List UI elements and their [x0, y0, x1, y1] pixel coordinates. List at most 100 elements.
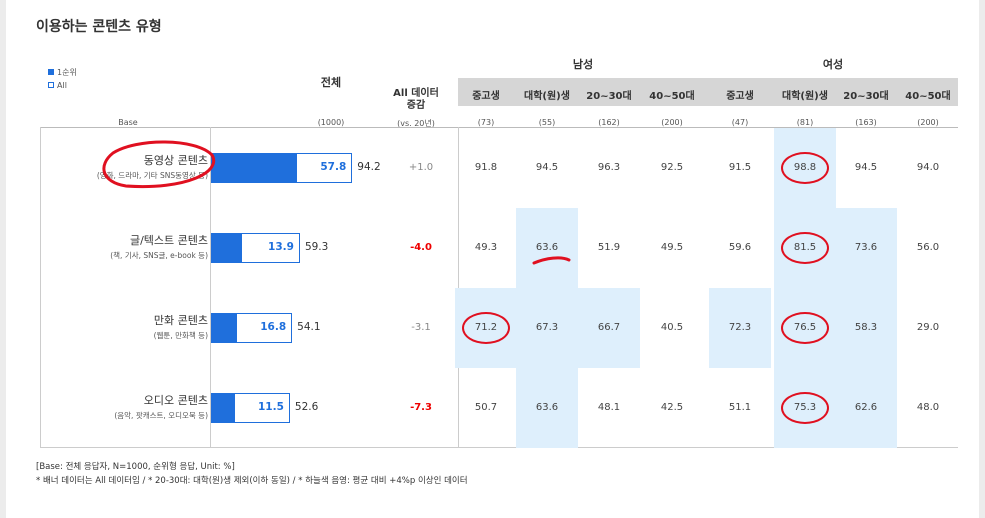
annotation-circle [781, 392, 829, 424]
subgroup-header: 20~30대 [843, 91, 889, 102]
group-value: 49.3 [474, 242, 498, 253]
bar-all-value: 94.2 [357, 161, 381, 173]
highlight-cell [835, 368, 897, 448]
subgroup-header: 중고생 [472, 91, 500, 102]
highlight-cell [709, 288, 771, 368]
group-value: 94.5 [535, 162, 559, 173]
category-label: 글/텍스트 콘텐츠 [129, 234, 208, 247]
row-label: 글/텍스트 콘텐츠 (책, 기사, SNS글, e-book 등) [46, 232, 208, 261]
change-header-1: All 데이터 [393, 88, 439, 99]
category-description: (웹툰, 만화책 등) [153, 331, 208, 340]
female-group-title: 여성 [822, 58, 844, 71]
subgroup-base: (162) [598, 118, 620, 127]
group-value: 51.1 [728, 402, 752, 413]
legend-empty-swatch [48, 82, 54, 88]
highlight-cell [835, 288, 897, 368]
group-value: 62.6 [854, 402, 878, 413]
group-value: 73.6 [854, 242, 878, 253]
annotation-circle [781, 232, 829, 264]
bar-first-value: 13.9 [268, 241, 294, 253]
subgroup-base: (47) [731, 118, 749, 127]
bar-all-value: 59.3 [304, 241, 329, 253]
legend-all: All [48, 79, 77, 92]
subgroup-header: 대학(원)생 [782, 91, 828, 102]
highlight-cell [516, 208, 578, 288]
subgroup-base: (200) [661, 118, 683, 127]
group-value: 63.6 [535, 242, 559, 253]
row-label: 만화 콘텐츠 (웹툰, 만화책 등) [46, 312, 208, 341]
annotation-circle [781, 312, 829, 344]
group-value: 94.5 [854, 162, 878, 173]
group-value: 48.1 [597, 402, 621, 413]
bar-first [211, 313, 238, 343]
highlight-cell [578, 288, 640, 368]
bar-all-value: 52.6 [294, 401, 319, 413]
bar-first [211, 233, 243, 263]
group-value: 67.3 [535, 322, 559, 333]
change-value: -4.0 [410, 242, 432, 253]
change-value: -3.1 [411, 322, 431, 333]
group-value: 59.6 [728, 242, 752, 253]
highlight-cell [516, 368, 578, 448]
annotation-circle [462, 312, 510, 344]
change-base: (vs. 20년) [397, 119, 435, 128]
group-value: 29.0 [916, 322, 940, 333]
annotation-underline-text [532, 256, 571, 265]
total-header: 전체 [320, 76, 342, 89]
subgroup-header: 40~50대 [905, 91, 951, 102]
group-value: 66.7 [597, 322, 621, 333]
group-value: 72.3 [728, 322, 752, 333]
change-value: +1.0 [408, 162, 434, 173]
subgroup-header: 중고생 [726, 91, 754, 102]
footnote-base: [Base: 전체 응답자, N=1000, 순위형 응답, Unit: %] [36, 462, 235, 472]
category-description: (음악, 팟캐스트, 오디오북 등) [114, 411, 208, 420]
male-group-title: 남성 [572, 58, 594, 71]
subgroup-base: (73) [477, 118, 495, 127]
change-value: -7.3 [410, 402, 432, 413]
group-value: 42.5 [660, 402, 684, 413]
annotation-circle [781, 152, 829, 184]
subgroup-base: (163) [855, 118, 877, 127]
bar-first [211, 153, 298, 183]
highlight-cell [516, 288, 578, 368]
footnote-notes: * 배너 데이터는 All 데이터임 / * 20-30대: 대학(원)생 제외… [36, 476, 468, 486]
bar-axis-line [210, 127, 211, 447]
highlight-cell [835, 208, 897, 288]
group-value: 51.9 [597, 242, 621, 253]
change-header-2: 증감 [406, 100, 426, 111]
subgroup-header-band [458, 78, 958, 106]
annotation-layer [102, 140, 571, 265]
annotation-circle-video [102, 140, 216, 189]
group-value: 56.0 [916, 242, 940, 253]
group-value: 40.5 [660, 322, 684, 333]
subgroup-header: 40~50대 [649, 91, 695, 102]
category-label: 오디오 콘텐츠 [143, 394, 208, 407]
subgroup-header: 대학(원)생 [524, 91, 570, 102]
page-title: 이용하는 콘텐츠 유형 [36, 19, 162, 35]
group-value: 49.5 [660, 242, 684, 253]
total-base: (1000) [317, 118, 345, 127]
category-description: (영화, 드라마, 기타 SNS동영상 등) [96, 171, 208, 180]
category-description: (책, 기사, SNS글, e-book 등) [110, 251, 208, 260]
group-value: 91.8 [474, 162, 498, 173]
row-label: 오디오 콘텐츠 (음악, 팟캐스트, 오디오북 등) [46, 392, 208, 421]
subgroup-base: (81) [796, 118, 814, 127]
table-bottom-rule [40, 447, 958, 448]
group-value: 50.7 [474, 402, 498, 413]
table-left-rule [40, 127, 41, 447]
group-value: 96.3 [597, 162, 621, 173]
bar-all-value: 54.1 [297, 321, 321, 333]
group-value: 58.3 [854, 322, 878, 333]
group-value: 63.6 [535, 402, 559, 413]
bar-first-value: 16.8 [260, 321, 287, 333]
subgroup-base: (55) [538, 118, 556, 127]
bar-first-value: 57.8 [320, 161, 347, 173]
base-label: Base [118, 118, 138, 127]
group-value: 91.5 [728, 162, 752, 173]
legend-first: 1순위 [48, 66, 77, 79]
table-top-rule [40, 127, 958, 128]
row-label: 동영상 콘텐츠 (영화, 드라마, 기타 SNS동영상 등) [46, 152, 208, 181]
legend-fill-swatch [48, 69, 54, 75]
group-value: 92.5 [660, 162, 684, 173]
subgroup-header: 20~30대 [586, 91, 632, 102]
